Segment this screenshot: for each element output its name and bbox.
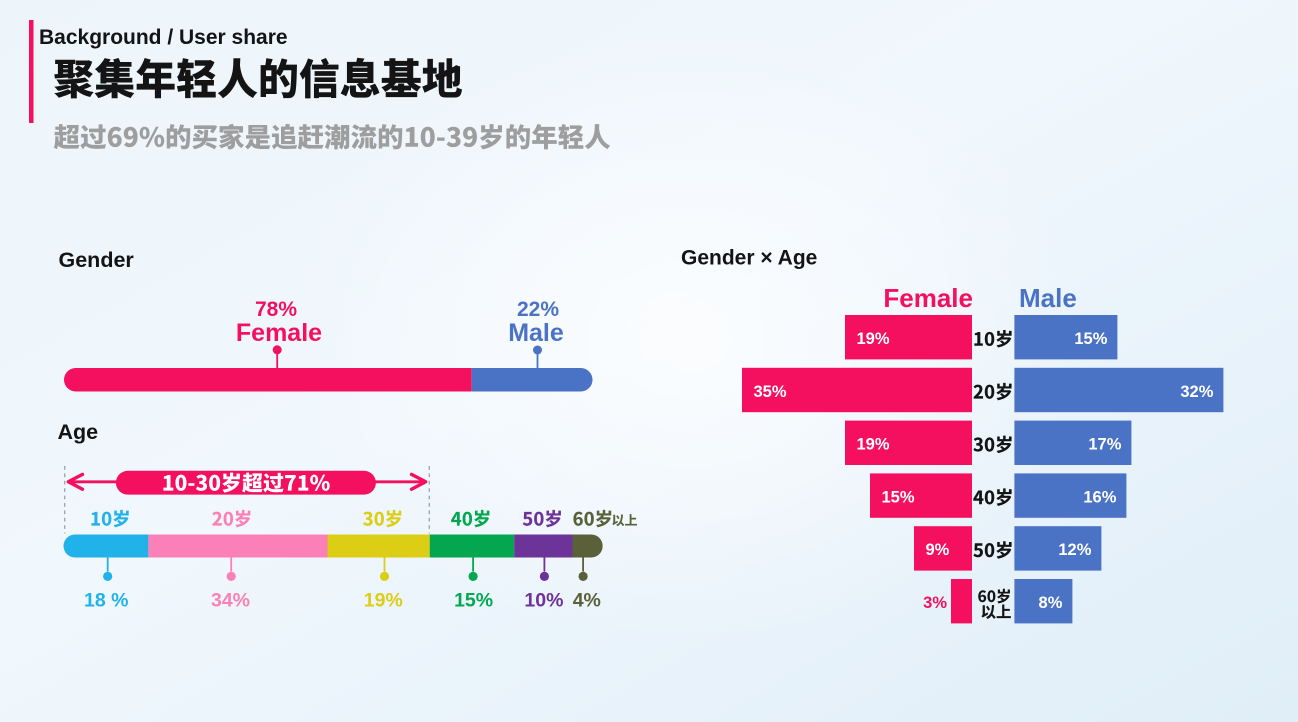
svg-text:15%: 15% <box>1074 330 1107 348</box>
svg-text:16%: 16% <box>1083 488 1116 506</box>
svg-text:19%: 19% <box>857 330 890 348</box>
svg-text:Male: Male <box>508 319 564 347</box>
svg-text:Age: Age <box>58 420 99 444</box>
svg-text:10%: 10% <box>524 589 563 611</box>
svg-text:15%: 15% <box>454 589 493 611</box>
svg-text:22%: 22% <box>517 298 559 321</box>
svg-text:18 %: 18 % <box>84 589 128 611</box>
svg-text:32%: 32% <box>1180 383 1213 401</box>
svg-text:19%: 19% <box>857 436 890 454</box>
svg-text:34%: 34% <box>211 589 250 611</box>
svg-text:12%: 12% <box>1058 541 1091 559</box>
svg-text:8%: 8% <box>1039 594 1063 612</box>
svg-text:Female: Female <box>883 283 973 313</box>
svg-text:3%: 3% <box>923 594 947 612</box>
svg-text:Background / User share: Background / User share <box>39 26 288 49</box>
svg-text:Male: Male <box>1019 283 1077 313</box>
svg-text:4%: 4% <box>573 589 601 611</box>
svg-text:78%: 78% <box>255 298 297 321</box>
svg-text:Gender × Age: Gender × Age <box>681 247 817 270</box>
svg-text:Gender: Gender <box>59 248 135 272</box>
svg-text:17%: 17% <box>1088 436 1121 454</box>
svg-text:Female: Female <box>236 319 322 347</box>
svg-text:35%: 35% <box>754 383 787 401</box>
svg-text:19%: 19% <box>364 589 403 611</box>
svg-text:15%: 15% <box>882 488 915 506</box>
svg-text:9%: 9% <box>926 541 950 559</box>
